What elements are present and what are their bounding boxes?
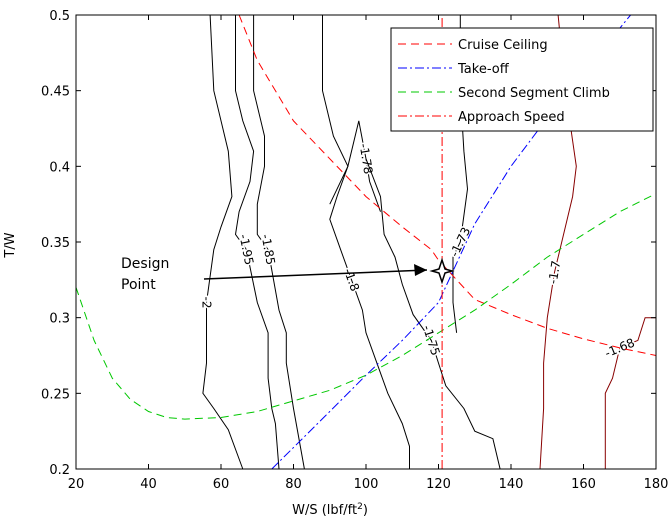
series-line-0 — [238, 14, 657, 356]
y-tick-label-5: 0.45 — [41, 85, 70, 100]
x-tick-label-5: 120 — [426, 477, 451, 492]
annotation-line-1: Design — [121, 256, 169, 272]
x-tick-label-7: 160 — [571, 477, 596, 492]
contour-label-4: -1.78 — [357, 142, 376, 175]
annotation-line-2: Point — [121, 277, 156, 293]
contour-line-2 — [253, 15, 305, 470]
legend-label-1: Take-off — [457, 62, 510, 77]
x-tick-label-0: 20 — [68, 477, 85, 492]
y-tick-label-4: 0.4 — [49, 160, 70, 175]
series-line-2 — [75, 193, 657, 420]
design-point-arrowhead — [414, 264, 427, 276]
annotation-layer: Design Point — [121, 256, 455, 293]
legend-box — [390, 27, 654, 132]
contour-line-0 — [202, 14, 244, 470]
contour-label-2: -1.85 — [258, 233, 277, 266]
x-tick-label-6: 140 — [499, 477, 524, 492]
contour-label-0: -2 — [200, 297, 214, 309]
legend-label-3: Approach Speed — [458, 110, 565, 125]
x-axis-title: W/S (lbf/ft2) — [292, 502, 368, 518]
contour-line-4 — [329, 120, 381, 212]
y-tick-label-6: 0.5 — [49, 9, 70, 24]
contour-line-3 — [322, 15, 410, 469]
y-axis-title: T/W — [3, 232, 18, 258]
contour-label-7: -1.7 — [546, 260, 564, 285]
design-point-marker — [429, 257, 455, 285]
design-point-arrow — [203, 269, 428, 280]
x-tick-label-1: 40 — [140, 477, 157, 492]
x-tick-label-4: 100 — [354, 477, 379, 492]
contour-line-1 — [234, 15, 280, 470]
y-tick-label-1: 0.25 — [41, 387, 70, 402]
y-tick-label-0: 0.2 — [49, 463, 70, 478]
contour-line-5 — [365, 158, 501, 470]
legend: Cruise Ceiling Take-off Second Segment Cli… — [390, 27, 654, 132]
legend-label-2: Second Segment Climb — [458, 86, 610, 101]
x-tick-label-8: 180 — [644, 477, 669, 492]
x-tick-label-2: 60 — [213, 477, 230, 492]
y-tick-label-2: 0.3 — [49, 312, 70, 327]
x-tick-label-3: 80 — [285, 477, 302, 492]
y-tick-label-3: 0.35 — [41, 236, 70, 251]
legend-label-0: Cruise Ceiling — [458, 38, 548, 53]
tick-layer: 20 40 60 80 100 120 140 160 180 0.2 0.25 0.3 0.35 0.4… — [41, 9, 668, 492]
